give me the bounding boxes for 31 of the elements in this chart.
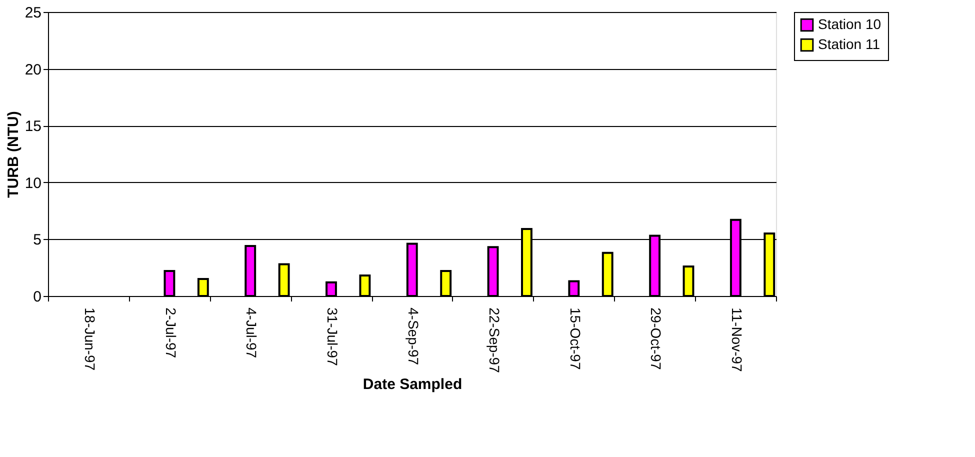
bar: [326, 281, 337, 297]
bar: [359, 274, 371, 297]
y-tick-label: 25: [24, 4, 42, 22]
x-tick-label: 31-Jul-97: [324, 308, 341, 366]
x-axis-title: Date Sampled: [362, 376, 462, 393]
y-tick-label: 10: [24, 174, 42, 192]
bar: [682, 265, 694, 297]
x-tick-label: 29-Oct-97: [648, 308, 664, 370]
bar: [278, 263, 290, 297]
y-axis-title: TURB (NTU): [4, 111, 22, 198]
bar: [440, 270, 452, 297]
x-tick-label: 18-Jun-97: [82, 308, 98, 371]
x-tick-label: 22-Sep-97: [486, 308, 502, 374]
bar: [164, 270, 176, 297]
bar: [197, 278, 209, 297]
x-tick-label: 4-Sep-97: [406, 308, 422, 366]
x-tick-label: 4-Jul-97: [244, 308, 260, 358]
bar: [244, 245, 256, 297]
x-tick-label: 11-Nov-97: [729, 308, 746, 372]
legend-label: Station 11: [818, 36, 880, 52]
bar: [568, 280, 580, 297]
y-tick-label: 20: [24, 61, 42, 78]
x-tick-label: 2-Jul-97: [162, 308, 179, 358]
bar: [406, 242, 418, 297]
y-tick-label: 15: [24, 118, 42, 136]
y-tick-label: 5: [33, 232, 42, 249]
bar: [602, 252, 614, 297]
x-tick-label: 15-Oct-97: [567, 308, 584, 370]
legend-label: Station 10: [818, 16, 882, 32]
bar: [487, 246, 499, 297]
y-tick-label: 0: [33, 288, 42, 306]
